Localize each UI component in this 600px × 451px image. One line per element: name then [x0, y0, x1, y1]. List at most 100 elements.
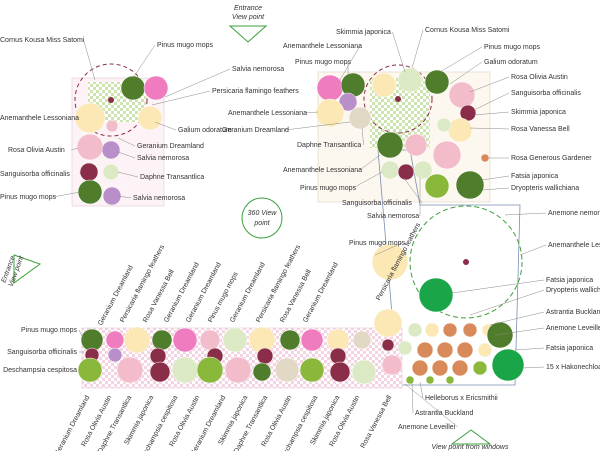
plant-label: Anemone nemorosa: [548, 210, 600, 217]
plant-label: Rosa Olivia Austin: [8, 147, 65, 154]
plant: [442, 322, 458, 338]
plant-label: Cornus Kousa Miss Satomi: [425, 27, 510, 34]
plant: [456, 341, 474, 359]
plant: [418, 277, 454, 313]
plant: [376, 131, 404, 159]
plant-label: Geranium Dreamland: [137, 143, 204, 150]
leader-line: [361, 127, 364, 146]
leader-line: [339, 45, 361, 81]
viewpoint-marker: [450, 429, 492, 445]
plant-label: Sanguisorba officinalis: [342, 200, 412, 207]
tree-canopy: [74, 63, 148, 137]
plant-label: Pinus mugo mops: [349, 240, 406, 247]
leader-line: [473, 92, 510, 111]
plant-label: Pinus mugo mops: [21, 327, 78, 334]
leader-line: [83, 39, 96, 81]
plant: [299, 357, 325, 383]
plant-label: Deschampsia cespitosa: [3, 367, 77, 374]
leader-line: [489, 311, 545, 326]
plant-label: Salvia nemorosa: [367, 213, 419, 220]
leader-line: [117, 151, 136, 159]
plant: [120, 75, 146, 101]
leader-line: [154, 121, 177, 131]
plant-label: Geranium Dreamland: [222, 127, 289, 134]
plant-label: Pinus mugo mops: [0, 194, 57, 201]
plant: [380, 160, 400, 180]
plant: [222, 327, 248, 353]
plant-label: Rosa Generous Gardener: [511, 155, 592, 162]
plant: [196, 356, 224, 384]
plant-label: Anemanthele Lessoniana: [0, 115, 79, 122]
plant: [137, 105, 163, 131]
plant: [74, 102, 106, 134]
viewpoint-label: 360 View: [248, 210, 278, 217]
plant: [397, 340, 413, 356]
plant: [116, 356, 144, 384]
plant: [480, 153, 490, 163]
leader-line: [132, 44, 156, 79]
plant: [477, 342, 493, 358]
plant: [76, 133, 104, 161]
plant-label: Sanguisorba officinalis: [511, 90, 581, 97]
plant: [326, 328, 350, 352]
plant-label: Pinus mugo mops: [295, 59, 352, 66]
plant-label: Pinus mugo mops: [484, 44, 541, 51]
plant-label: Pinus mugo mops: [300, 185, 357, 192]
leader-line: [117, 195, 132, 199]
plant-label: Geranium Dreamland: [97, 264, 135, 326]
plant-label: Salvia nemorosa: [232, 66, 284, 73]
leader-line: [71, 147, 79, 151]
viewpoint-label: point: [253, 220, 270, 227]
plant-label: Daphne Transantlica: [297, 142, 361, 149]
leader-line: [494, 327, 545, 336]
plant: [256, 347, 274, 365]
tree-trunk: [395, 96, 401, 102]
leader-line: [469, 76, 510, 93]
plant: [352, 330, 372, 350]
leaders: [52, 29, 547, 428]
leader-line: [359, 154, 381, 171]
tree-canopy: [363, 64, 433, 134]
leader-line: [449, 61, 483, 85]
leader-line: [404, 383, 458, 428]
plant-label: Dryopteris wallichiana: [511, 185, 579, 192]
plants: [74, 67, 525, 385]
plant-label: Anemanthele Lessoniana: [283, 43, 362, 50]
plant: [77, 179, 103, 205]
plant: [413, 160, 433, 180]
tree-canopy: [409, 205, 523, 319]
plant: [424, 322, 440, 338]
plant: [224, 356, 252, 384]
plant: [486, 321, 514, 349]
plant: [143, 75, 169, 101]
plant-label: Astrantia Buckland: [415, 410, 473, 417]
plant-label: Fatsia japonica: [511, 173, 558, 180]
plant: [462, 322, 478, 338]
viewpoint-marker: [13, 254, 42, 284]
plant: [447, 117, 473, 143]
plant: [373, 308, 403, 338]
leader-line: [419, 381, 424, 399]
leader-line: [514, 347, 545, 351]
leader-line: [411, 381, 414, 414]
plant: [149, 347, 167, 365]
plant: [407, 322, 423, 338]
plant: [105, 330, 125, 350]
plant-label: Salvia nemorosa: [137, 155, 189, 162]
leader-line: [469, 289, 545, 316]
leader-line: [285, 121, 351, 131]
plant: [348, 106, 372, 130]
plant: [472, 360, 488, 376]
plant: [80, 328, 104, 352]
tree-trunk: [463, 259, 469, 265]
tree-trunk: [108, 97, 114, 103]
leader-line: [164, 68, 231, 98]
plant-label: Cornus Kousa Miss Satomi: [0, 37, 85, 44]
plant-label: Rosa Vanessa Bell: [360, 394, 394, 449]
plant-label: Dryopteris wallichiana: [546, 287, 600, 294]
plant-label: Anemanthele Lessoniana: [283, 167, 362, 174]
plant: [79, 162, 99, 182]
plant: [432, 140, 462, 170]
plant: [252, 362, 272, 382]
plant: [329, 347, 347, 365]
